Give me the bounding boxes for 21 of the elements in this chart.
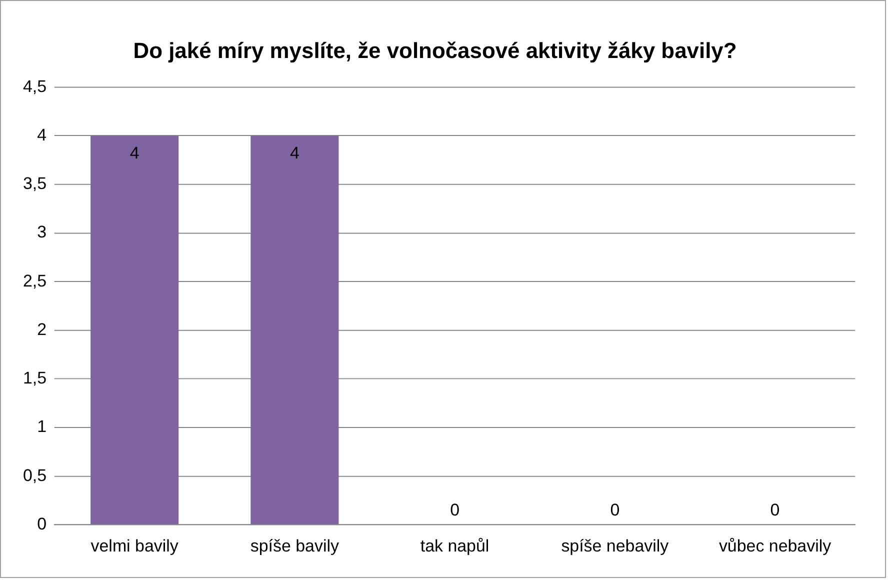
data-label: 4 (290, 143, 300, 162)
x-tick-label: spíše bavily (250, 536, 340, 556)
y-tick-label: 2 (37, 320, 47, 339)
y-tick-label: 3 (37, 222, 47, 242)
data-label: 0 (450, 500, 460, 520)
x-tick-label: tak napůl (420, 536, 490, 556)
chart-title: Do jaké míry myslíte, že volnočasové aktivity žáky bavily? (133, 38, 737, 64)
data-label: 4 (130, 143, 140, 162)
y-tick-label: 3,5 (22, 174, 47, 194)
data-label: 0 (610, 500, 620, 520)
x-tick-label: vůbec nebavily (718, 536, 832, 556)
y-tick-label: 4 (37, 125, 47, 144)
data-label: 0 (770, 500, 780, 520)
x-tick-label: spíše nebavily (561, 536, 670, 556)
y-tick-label: 1,5 (22, 368, 47, 388)
x-tick-label: velmi bavily (90, 536, 179, 556)
y-tick-label: 0 (37, 514, 47, 534)
y-tick-label: 2,5 (22, 271, 47, 290)
y-tick-label: 4,5 (22, 76, 47, 96)
y-tick-label: 0,5 (22, 466, 47, 485)
y-tick-label: 1 (37, 417, 47, 436)
